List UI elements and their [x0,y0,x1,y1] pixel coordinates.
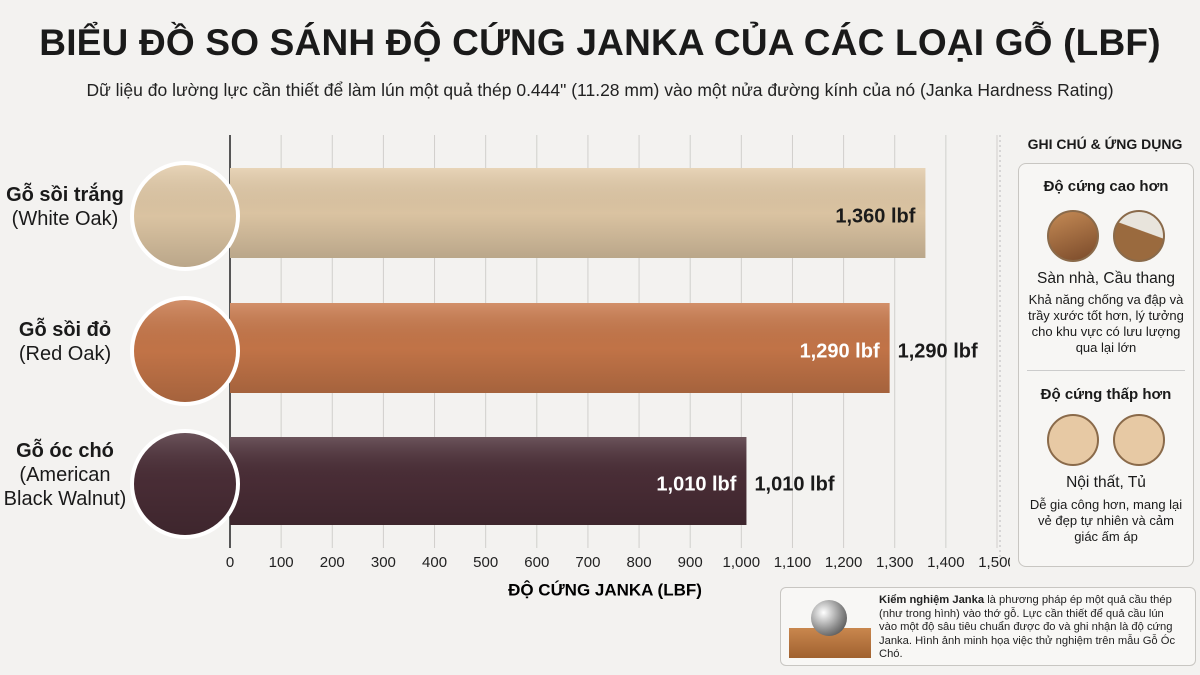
x-tick-label: 1,200 [825,554,863,571]
bar-shade [230,437,747,525]
sidebar-title: GHI CHÚ & ỨNG DỤNG [1027,136,1183,152]
value-label-outside: 1,010 lbf [754,473,834,495]
bar-shade [230,168,926,258]
section-heading: Độ cứng cao hơn [1043,178,1169,195]
section-description: Dễ gia công hơn, mang lại vẻ đẹp tự nhiê… [1029,497,1183,544]
category-note: (White Oak) [11,208,119,230]
x-axis-title: ĐỘ CỨNG JANKA (LBF) [508,580,702,599]
x-tick-label: 700 [575,554,600,571]
chart-subtitle: Dữ liệu đo lường lực cần thiết để làm lú… [86,80,1114,100]
x-tick-label: 0 [226,554,234,571]
x-tick-label: 1,500 [978,554,1010,571]
x-tick-label: 900 [678,554,703,571]
x-tick-label: 100 [269,554,294,571]
section-heading: Độ cứng thấp hơn [1040,386,1172,403]
section-description: Khả năng chống va đập và trầy xước tốt h… [1028,292,1184,355]
value-label: 1,010 lbf [656,473,736,495]
x-tick-label: 600 [524,554,549,571]
footnote-body: là phương pháp ép một quả cầu thép (như … [879,594,1176,660]
cabinet-icon [1113,414,1165,466]
section-caption: Sàn nhà, Cầu thang [1037,270,1175,287]
x-tick-label: 1,000 [723,554,761,571]
x-tick-label: 400 [422,554,447,571]
category-name: Gỗ óc chó [16,440,114,462]
separator [1027,370,1185,371]
footnote-box: Kiểm nghiệm Janka là phương pháp ép một … [780,587,1196,666]
wood-sample-shade [134,300,236,402]
footnote-term: Kiểm nghiệm Janka [879,594,985,606]
category-name: Gỗ sồi trắng [6,184,124,206]
footnote-text: Kiểm nghiệm Janka là phương pháp ép một … [879,594,1184,662]
x-tick-label: 1,300 [876,554,914,571]
chart-title: BIỂU ĐỒ SO SÁNH ĐỘ CỨNG JANKA CỦA CÁC LO… [39,22,1161,63]
category-label: Gỗ sồi đỏ (Red Oak) [0,318,130,366]
category-label: Gỗ sồi trắng (White Oak) [0,183,130,231]
category-note: (Red Oak) [18,343,112,365]
value-label-outside: 1,290 lbf [898,340,978,362]
wood-sample-shade [134,165,236,267]
x-tick-label: 300 [371,554,396,571]
sofa-icon [1047,414,1099,466]
category-note: (American Black Walnut) [3,464,127,510]
category-name: Gỗ sồi đỏ [18,319,112,341]
steel-ball [811,600,847,636]
value-label: 1,290 lbf [800,340,880,362]
sidebar-box: Độ cứng cao hơn Sàn nhà, Cầu thang Khả n… [1018,163,1194,567]
stairs-icon [1113,210,1165,262]
x-tick-label: 800 [627,554,652,571]
x-tick-label: 1,100 [774,554,812,571]
floor-icon [1047,210,1099,262]
bar-shade [230,303,890,393]
x-tick-label: 1,400 [927,554,965,571]
section-caption: Nội thất, Tủ [1066,474,1146,491]
category-label: Gỗ óc chó (American Black Walnut) [0,439,130,511]
chart: 0 100 200 300 400 500 600 700 800 900 1,000 1,100 1,… [130,135,1010,599]
wood-sample-shade [134,433,236,535]
value-label: 1,360 lbf [835,205,915,227]
x-tick-label: 200 [320,554,345,571]
x-tick-label: 500 [473,554,498,571]
